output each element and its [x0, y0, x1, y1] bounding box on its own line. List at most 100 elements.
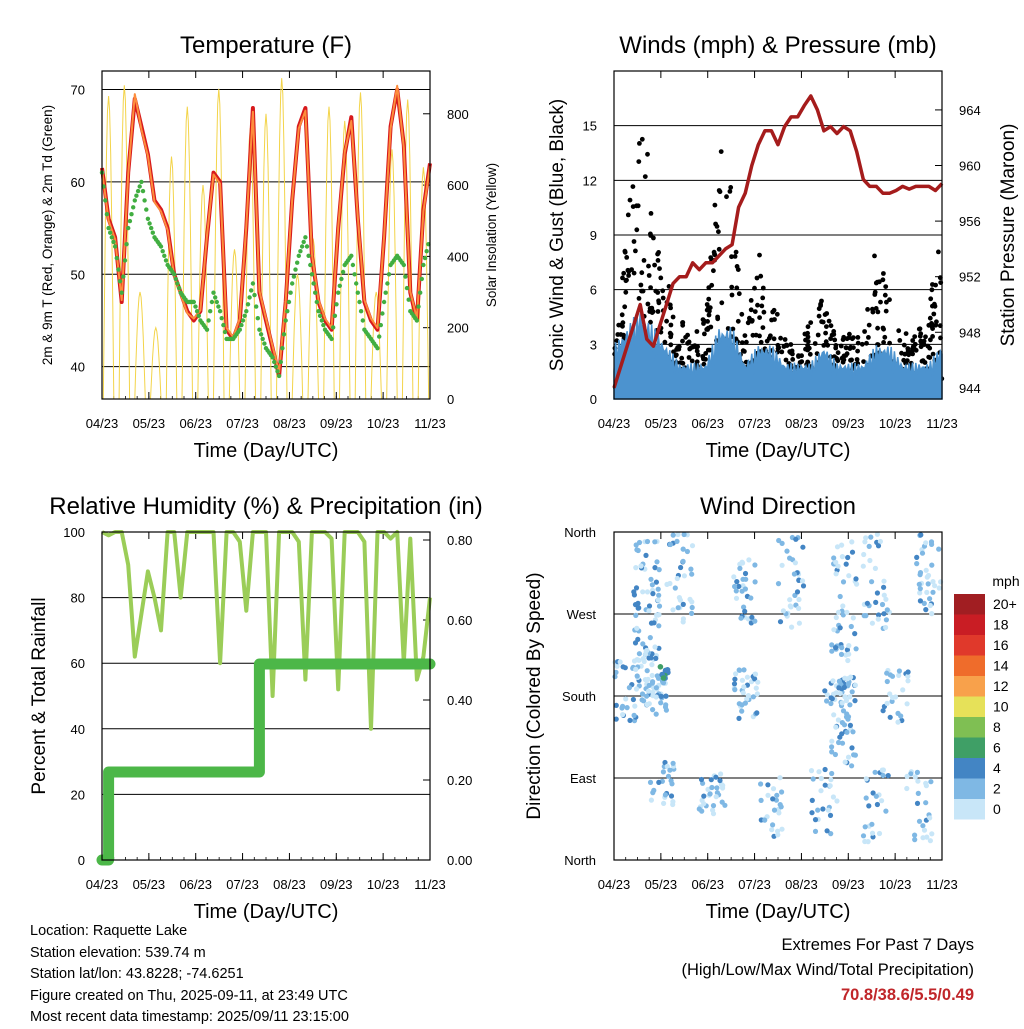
y-tick-label: 40 [71, 722, 85, 737]
gust-point [808, 320, 814, 325]
direction-point [654, 673, 660, 679]
direction-point [633, 666, 639, 673]
direction-point [634, 673, 640, 679]
direction-point [815, 807, 821, 813]
direction-point [824, 692, 830, 698]
direction-point [849, 539, 855, 545]
dewpoint-point [108, 230, 113, 235]
direction-point [923, 567, 929, 573]
direction-point [836, 739, 842, 746]
extremes-box: Extremes For Past 7 Days (High/Low/Max W… [681, 933, 974, 1008]
direction-point [627, 717, 633, 724]
dewpoint-point [112, 244, 118, 249]
insolation-line [102, 78, 430, 400]
direction-point [713, 794, 719, 800]
direction-point [674, 575, 680, 582]
gust-point [715, 316, 721, 322]
gust-point [933, 322, 939, 328]
gust-point [630, 184, 636, 190]
direction-point [708, 777, 714, 783]
gust-point [812, 341, 818, 346]
direction-point [839, 700, 845, 706]
gust-point [707, 347, 713, 353]
dewpoint-point [175, 281, 180, 286]
direction-point [852, 682, 859, 688]
direction-point [862, 539, 868, 545]
direction-point [849, 689, 855, 695]
direction-point [744, 674, 751, 680]
dewpoint-point [377, 334, 382, 339]
gust-point [645, 301, 651, 307]
gust-point [896, 328, 902, 334]
gust-point [859, 341, 865, 347]
dewpoint-point [247, 295, 252, 300]
gust-point [648, 231, 653, 237]
dewpoint-point [214, 299, 219, 305]
direction-point [644, 693, 650, 699]
direction-point [853, 646, 859, 652]
gust-point [623, 289, 629, 295]
gust-point [833, 345, 839, 351]
gust-point [881, 271, 886, 276]
direction-point [912, 774, 918, 780]
direction-point [701, 801, 707, 807]
dewpoint-point [385, 281, 390, 286]
legend-label: 6 [993, 740, 1001, 756]
direction-point [663, 702, 669, 708]
direction-point [655, 597, 661, 603]
direction-point [842, 694, 848, 700]
y-right-tick-label: 0 [447, 392, 454, 407]
gust-point [929, 321, 934, 326]
direction-point [914, 561, 920, 567]
gust-point [706, 312, 712, 318]
gust-point [716, 188, 722, 193]
dewpoint-point [140, 188, 146, 194]
dewpoint-point [321, 322, 326, 328]
direction-point [681, 573, 688, 579]
direction-point [845, 554, 851, 561]
direction-point [740, 560, 746, 566]
gust-point [648, 285, 653, 290]
direction-point [662, 759, 668, 766]
dewpoint-point [257, 327, 262, 332]
direction-point [667, 767, 673, 773]
x-tick-label: 08/23 [273, 416, 306, 431]
dewpoint-point [340, 269, 346, 275]
dewpoint-point [352, 272, 357, 277]
direction-point [739, 588, 745, 594]
gust-point [701, 361, 707, 367]
dewpoint-point [295, 260, 300, 265]
direction-point [884, 700, 890, 707]
gust-point [823, 339, 829, 345]
direction-point [669, 781, 675, 787]
legend-swatch [954, 655, 985, 676]
gust-point [784, 343, 790, 348]
direction-point [742, 570, 749, 577]
x-tick-label: 09/23 [320, 877, 353, 892]
y-right-tick-label: 0.40 [447, 693, 472, 708]
direction-point [829, 749, 835, 755]
direction-point [929, 562, 935, 568]
direction-point [827, 783, 833, 789]
gust-point [877, 279, 882, 285]
legend-swatch [954, 799, 985, 820]
legend-swatch [954, 717, 985, 738]
dewpoint-point [172, 272, 177, 277]
legend-label: 20+ [993, 596, 1017, 612]
gust-point [805, 343, 810, 348]
gust-point [805, 347, 811, 353]
gust-point [805, 324, 811, 330]
direction-point [836, 685, 842, 691]
direction-point [617, 659, 623, 665]
gust-point [788, 342, 794, 347]
direction-point [923, 780, 929, 786]
gust-point [926, 354, 932, 360]
direction-point [612, 674, 618, 680]
gust-point [686, 355, 692, 360]
gust-point [655, 258, 661, 263]
gust-point [855, 340, 861, 346]
gust-point [655, 309, 661, 314]
extremes-subtitle: (High/Low/Max Wind/Total Precipitation) [681, 961, 974, 979]
direction-point [613, 669, 619, 676]
